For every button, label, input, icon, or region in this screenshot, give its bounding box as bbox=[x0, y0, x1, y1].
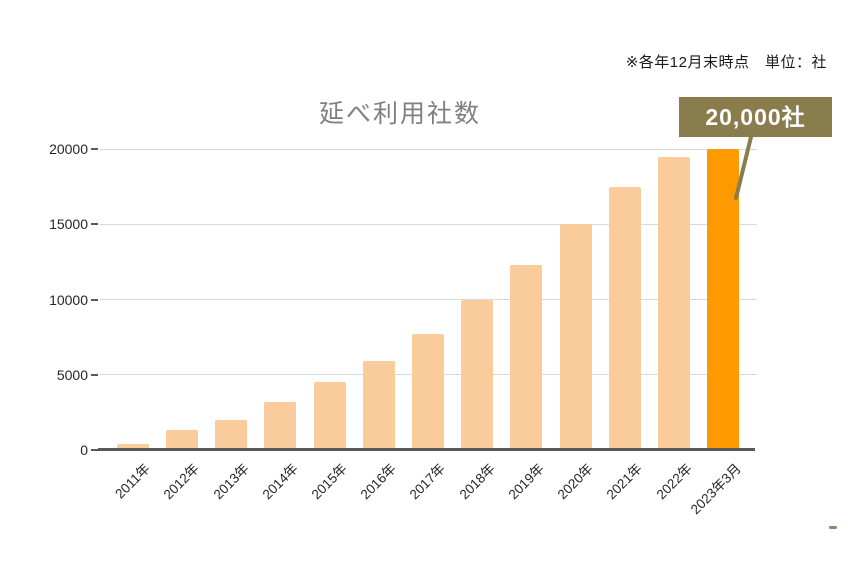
y-label-10000: 10000 bbox=[49, 291, 88, 308]
y-tick-5000 bbox=[91, 373, 98, 376]
x-label-2015年: 2015年 bbox=[308, 460, 350, 503]
bar-2013年 bbox=[215, 419, 248, 450]
bar-2021年 bbox=[608, 186, 641, 450]
x-axis-labels: 2011年 2012年 2013年 2014年 2015年 2016年 2017年 2018年… bbox=[100, 458, 757, 548]
corner-dash bbox=[829, 526, 837, 529]
y-tick-10000 bbox=[91, 298, 98, 301]
x-axis-line bbox=[98, 448, 755, 451]
bar-2017年 bbox=[412, 334, 444, 450]
bar-2012年 bbox=[165, 430, 198, 450]
bar-2023年3月 bbox=[707, 149, 740, 450]
bar-2020年 bbox=[559, 224, 592, 450]
x-label-2023年3月: 2023年3月 bbox=[687, 460, 744, 518]
y-tick-0 bbox=[91, 449, 98, 451]
bar-2018年 bbox=[461, 299, 494, 450]
x-label-2018年: 2018年 bbox=[456, 460, 498, 503]
x-label-2016年: 2016年 bbox=[357, 460, 400, 503]
x-label-2022年: 2022年 bbox=[653, 460, 695, 503]
footnote: ※各年12月末時点 単位：社 bbox=[625, 54, 827, 71]
callout-leader-line bbox=[734, 135, 753, 200]
callout-badge: 20,000社 bbox=[679, 97, 832, 137]
bar-2016年 bbox=[362, 361, 395, 450]
bar-2011年 bbox=[116, 443, 149, 450]
x-label-2012年: 2012年 bbox=[160, 460, 203, 503]
x-label-2017年: 2017年 bbox=[407, 460, 449, 503]
gridline-15000 bbox=[100, 223, 757, 225]
y-label-20000: 20000 bbox=[49, 141, 88, 157]
y-tick-20000 bbox=[91, 148, 98, 150]
x-label-2011年: 2011年 bbox=[112, 460, 154, 502]
bar-2015年 bbox=[313, 382, 346, 450]
y-tick-15000 bbox=[91, 223, 98, 226]
gridline-20000 bbox=[100, 148, 757, 150]
bar-2019年 bbox=[510, 264, 543, 450]
bar-2022年 bbox=[658, 156, 691, 450]
y-label-0: 0 bbox=[80, 442, 88, 458]
plot-area bbox=[98, 148, 757, 451]
x-label-2020年: 2020年 bbox=[554, 460, 597, 503]
x-label-2019年: 2019年 bbox=[505, 460, 547, 503]
x-label-2021年: 2021年 bbox=[603, 460, 646, 503]
x-label-2014年: 2014年 bbox=[259, 460, 301, 503]
bar-2014年 bbox=[264, 401, 297, 450]
gridline-10000 bbox=[100, 299, 757, 300]
y-label-15000: 15000 bbox=[49, 216, 88, 233]
chart-title: 延べ利用社数 bbox=[318, 100, 481, 128]
x-label-2013年: 2013年 bbox=[210, 460, 252, 503]
y-label-5000: 5000 bbox=[56, 366, 88, 383]
